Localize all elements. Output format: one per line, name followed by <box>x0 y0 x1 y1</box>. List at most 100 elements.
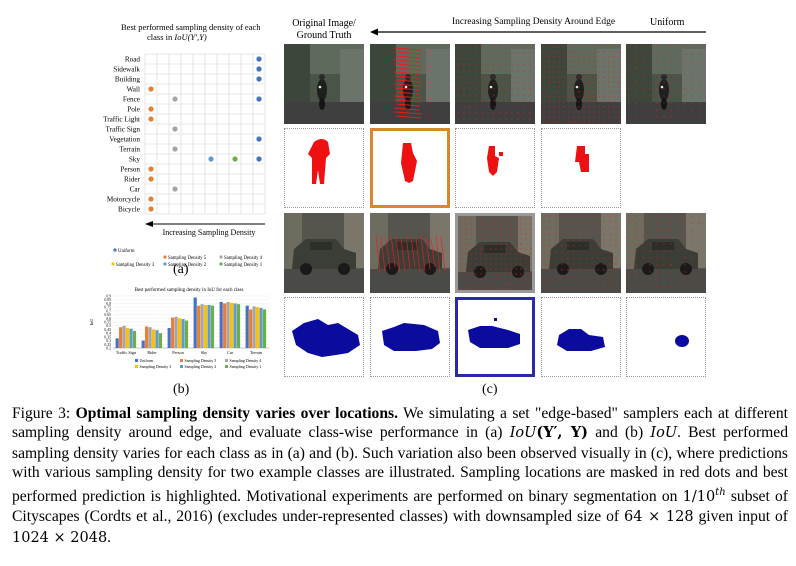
segmentation-mask <box>284 297 364 377</box>
y-tick-label: 0.9 <box>106 295 111 299</box>
caption-prefix: Figure 3: <box>12 405 76 422</box>
bar <box>233 303 237 348</box>
y-tick-label: 0.6 <box>106 317 111 321</box>
data-point <box>232 156 238 162</box>
legend-swatch <box>135 365 138 368</box>
data-point <box>172 126 178 132</box>
street-photo <box>455 44 535 124</box>
legend-label: Sampling Density 5 <box>168 256 207 261</box>
bar <box>145 326 149 348</box>
bar <box>115 338 119 348</box>
data-point <box>256 96 262 102</box>
bar <box>141 340 145 348</box>
car-photo <box>284 213 364 293</box>
legend-marker <box>219 255 223 259</box>
x-tick-label: Person <box>172 350 184 355</box>
caption-math-5: 1024 × 2048 <box>12 529 108 546</box>
y-tick-label: 0.85 <box>104 298 111 302</box>
class-label: Building <box>115 76 141 84</box>
class-label: Sky <box>129 156 141 164</box>
class-label: Pole <box>127 106 140 114</box>
chart-title: Best performed sampling density in IoU f… <box>135 288 244 293</box>
caption-math-3-sup: th <box>715 486 726 498</box>
data-point <box>172 96 178 102</box>
data-point <box>172 146 178 152</box>
legend-label: Sampling Density 2 <box>185 364 217 369</box>
legend-swatch <box>135 359 138 362</box>
panel-b-label: (b) <box>173 382 190 397</box>
legend-swatch <box>225 359 228 362</box>
panel-a-label: (a) <box>173 262 189 277</box>
bar <box>158 333 163 348</box>
legend-swatch <box>225 365 228 368</box>
data-point <box>148 86 154 92</box>
segmentation-mask <box>370 128 450 208</box>
data-point <box>148 206 154 212</box>
caption-math-1: IoU <box>509 425 537 442</box>
y-tick-label: 0.4 <box>106 332 111 336</box>
density-arrow-label: Increasing Sampling Density <box>163 228 256 237</box>
legend-marker <box>163 262 167 266</box>
bar <box>236 304 241 348</box>
panel-a-dot-plot: Road Sidewalk Building Wall Fence Pole Traffic… <box>103 53 266 268</box>
bar <box>226 301 230 348</box>
class-label: Sidewalk <box>113 66 140 74</box>
bar <box>193 297 197 348</box>
bar <box>181 319 185 348</box>
legend-label: Sampling Density 5 <box>185 358 217 363</box>
data-point <box>172 186 178 192</box>
bar <box>155 330 159 348</box>
y-tick-label: 0.8 <box>106 302 111 306</box>
data-point <box>148 166 154 172</box>
bar <box>129 328 133 348</box>
bar <box>197 305 201 348</box>
data-point <box>256 136 262 142</box>
segmentation-mask <box>541 128 621 208</box>
panel-c-arrow-label: Increasing Sampling Density Around Edge <box>452 17 616 27</box>
data-point <box>208 156 214 162</box>
bar <box>171 317 175 348</box>
bar <box>132 330 137 348</box>
class-label: Traffic Sign <box>105 126 140 134</box>
y-tick-label: 0.45 <box>104 328 111 332</box>
panel-a-title-2: class in IoU(Y',Y) <box>147 32 207 42</box>
legend-label: Sampling Density 3 <box>116 263 155 268</box>
y-tick-label: 0.65 <box>104 313 111 317</box>
class-label: Terrain <box>119 146 140 154</box>
legend-label: Sampling Density 4 <box>224 256 263 261</box>
legend-label: Sampling Density 3 <box>140 364 172 369</box>
bar <box>174 316 178 348</box>
class-label: Motorcycle <box>107 196 140 204</box>
data-point <box>148 196 154 202</box>
street-photo <box>541 44 621 124</box>
x-tick-label: Rider <box>147 350 157 355</box>
car-photo <box>455 213 535 293</box>
bar <box>122 325 126 348</box>
y-tick-label: 0.25 <box>104 343 111 347</box>
caption-text-1: We simulating a set "edge-based" sampler… <box>12 405 788 442</box>
segmentation-mask <box>541 297 621 377</box>
bar <box>259 307 263 348</box>
class-label: Rider <box>124 176 141 184</box>
caption-math-1b: (Y′, Y) <box>536 424 589 442</box>
panel-c-header-col0: Original Image/ Ground Truth <box>292 18 356 41</box>
y-tick-label: 0.7 <box>106 309 111 313</box>
data-point <box>148 176 154 182</box>
bar <box>262 309 267 348</box>
bar <box>210 305 215 348</box>
street-photo <box>284 44 364 124</box>
caption-text-4: subset of Cityscapes (Cordts et al., 201… <box>12 487 788 526</box>
legend-label: Uniform <box>140 358 155 363</box>
bar <box>167 327 171 348</box>
bar <box>178 318 182 348</box>
data-point <box>148 106 154 112</box>
legend-marker <box>113 248 117 252</box>
bar <box>119 327 123 348</box>
street-photo <box>370 44 450 124</box>
car-photo <box>626 213 706 293</box>
segmentation-mask <box>370 297 450 377</box>
caption-text-2: and (b) <box>588 424 651 442</box>
bar <box>126 327 130 348</box>
y-tick-label: 0.55 <box>104 321 111 325</box>
caption-bold: Optimal sampling density varies over loc… <box>75 405 398 422</box>
